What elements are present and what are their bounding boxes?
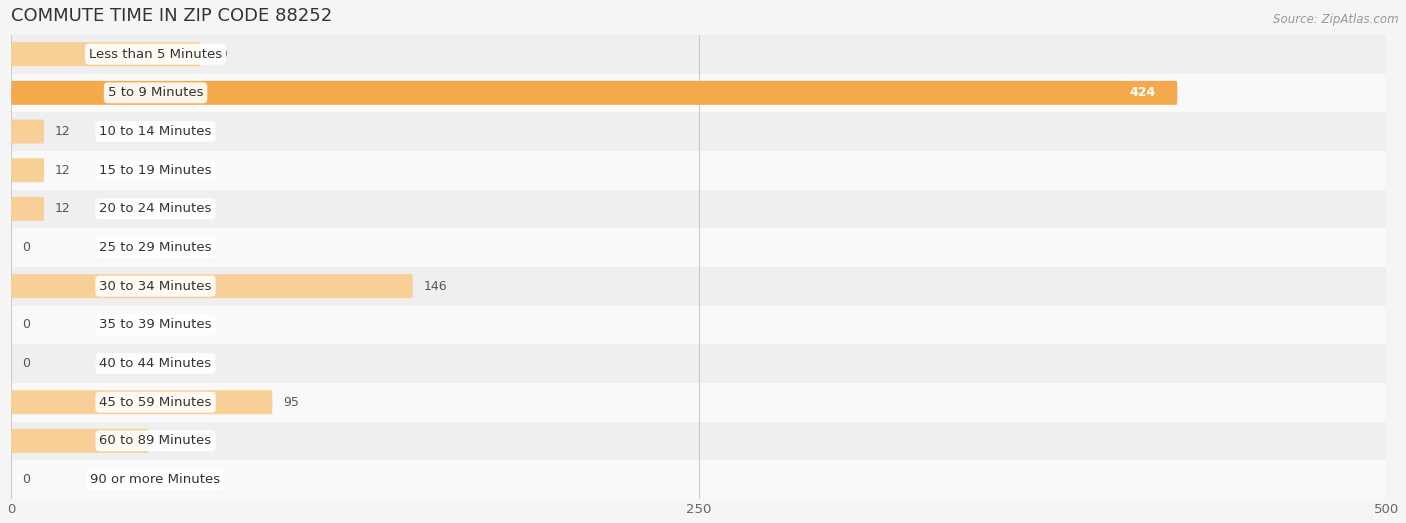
Text: 20 to 24 Minutes: 20 to 24 Minutes bbox=[100, 202, 212, 215]
Bar bbox=[11, 35, 1386, 74]
Text: 25 to 29 Minutes: 25 to 29 Minutes bbox=[100, 241, 212, 254]
Text: 12: 12 bbox=[55, 164, 70, 177]
Text: 12: 12 bbox=[55, 125, 70, 138]
Text: 60 to 89 Minutes: 60 to 89 Minutes bbox=[100, 435, 211, 447]
Bar bbox=[11, 228, 1386, 267]
Text: 12: 12 bbox=[55, 202, 70, 215]
FancyBboxPatch shape bbox=[11, 120, 44, 143]
Text: 40 to 44 Minutes: 40 to 44 Minutes bbox=[100, 357, 211, 370]
FancyBboxPatch shape bbox=[11, 274, 413, 298]
Text: Less than 5 Minutes: Less than 5 Minutes bbox=[89, 48, 222, 61]
Bar bbox=[11, 344, 1386, 383]
Bar bbox=[11, 74, 1386, 112]
Text: 0: 0 bbox=[22, 241, 30, 254]
Text: 5 to 9 Minutes: 5 to 9 Minutes bbox=[108, 86, 204, 99]
Bar bbox=[11, 267, 1386, 305]
FancyBboxPatch shape bbox=[11, 429, 149, 453]
Text: 95: 95 bbox=[284, 396, 299, 408]
Text: 424: 424 bbox=[1129, 86, 1156, 99]
Bar bbox=[11, 189, 1386, 228]
Text: 0: 0 bbox=[22, 357, 30, 370]
Text: 15 to 19 Minutes: 15 to 19 Minutes bbox=[100, 164, 212, 177]
Bar bbox=[11, 151, 1386, 189]
Text: 45 to 59 Minutes: 45 to 59 Minutes bbox=[100, 396, 212, 408]
FancyBboxPatch shape bbox=[11, 42, 201, 66]
FancyBboxPatch shape bbox=[11, 158, 44, 182]
Text: 0: 0 bbox=[22, 473, 30, 486]
Bar bbox=[11, 112, 1386, 151]
FancyBboxPatch shape bbox=[11, 390, 273, 414]
FancyBboxPatch shape bbox=[11, 81, 1177, 105]
Text: 30 to 34 Minutes: 30 to 34 Minutes bbox=[100, 280, 212, 293]
Bar bbox=[11, 422, 1386, 460]
Text: 146: 146 bbox=[423, 280, 447, 293]
Text: 69: 69 bbox=[212, 48, 228, 61]
Text: 90 or more Minutes: 90 or more Minutes bbox=[90, 473, 221, 486]
Text: Source: ZipAtlas.com: Source: ZipAtlas.com bbox=[1274, 13, 1399, 26]
Bar bbox=[11, 305, 1386, 344]
Text: 35 to 39 Minutes: 35 to 39 Minutes bbox=[100, 319, 212, 332]
FancyBboxPatch shape bbox=[11, 197, 44, 221]
Text: COMMUTE TIME IN ZIP CODE 88252: COMMUTE TIME IN ZIP CODE 88252 bbox=[11, 7, 332, 25]
Bar bbox=[11, 460, 1386, 499]
Text: 10 to 14 Minutes: 10 to 14 Minutes bbox=[100, 125, 212, 138]
Text: 50: 50 bbox=[160, 435, 176, 447]
Bar bbox=[11, 383, 1386, 422]
Text: 0: 0 bbox=[22, 319, 30, 332]
